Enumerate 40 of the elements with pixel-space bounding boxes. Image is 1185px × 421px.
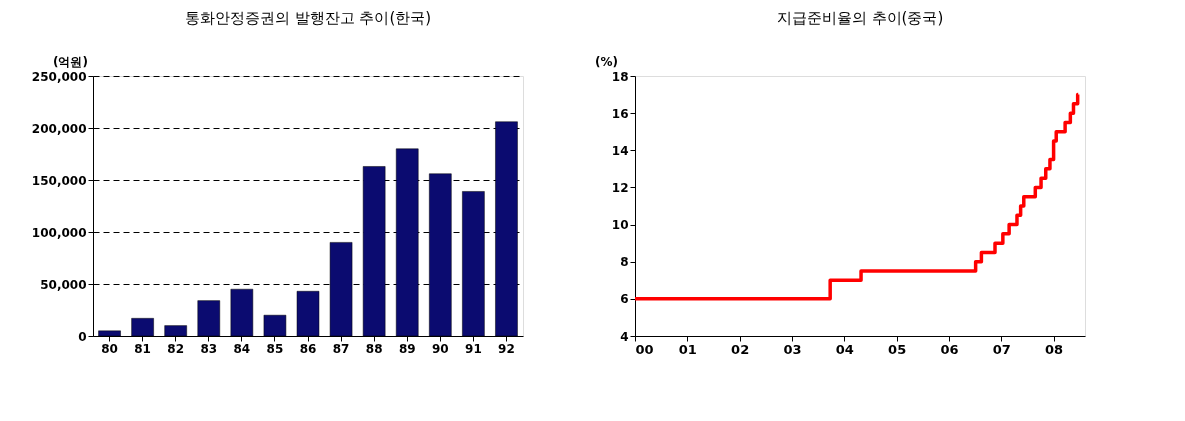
chart-title: 지급준비율의 추이(중국) [776,9,944,27]
y-tick-label: 0 [78,329,87,344]
x-tick-label: 84 [233,341,251,356]
y-tick-label: 18 [611,69,629,84]
x-tick-label: 83 [200,341,218,356]
y-tick-label: 8 [620,255,629,270]
y-tick-label: 12 [611,180,629,195]
x-tick-label: 04 [835,341,854,357]
x-tick-label: 07 [992,341,1011,357]
x-tick-label: 05 [888,341,907,357]
y-tick-label: 150,000 [31,173,87,188]
x-tick-label: 03 [783,341,802,357]
chart-title: 통화안정증권의 발행잔고 추이(한국) [184,9,432,27]
x-tick-label: 86 [299,341,317,356]
y-tick-label: 200,000 [31,121,87,136]
x-tick-label: 85 [266,341,284,356]
y-tick-label: 250,000 [31,69,87,84]
y-tick-label: 50,000 [40,277,87,292]
x-tick-label: 00 [635,341,654,357]
y-axis-title: (%) [595,55,618,69]
y-tick-label: 10 [611,218,629,233]
x-tick-label: 82 [167,341,185,356]
x-tick-label: 88 [365,341,383,356]
x-tick-label: 89 [398,341,416,356]
x-tick-label: 91 [465,341,482,356]
x-tick-label: 01 [678,341,697,357]
y-tick-label: 6 [620,292,629,307]
y-tick-label: 100,000 [31,225,87,240]
y-tick-label: 4 [620,329,629,344]
y-tick-label: 16 [611,106,629,121]
x-tick-label: 90 [431,341,449,356]
x-tick-label: 87 [332,341,350,356]
y-tick-label: 14 [611,143,629,158]
x-tick-label: 92 [498,341,515,356]
x-tick-label: 02 [731,341,750,357]
x-tick-label: 06 [940,341,959,357]
x-tick-label: 81 [134,341,151,356]
x-tick-label: 08 [1045,341,1064,357]
y-axis-title: (억원) [53,55,88,69]
x-tick-label: 80 [101,341,118,356]
